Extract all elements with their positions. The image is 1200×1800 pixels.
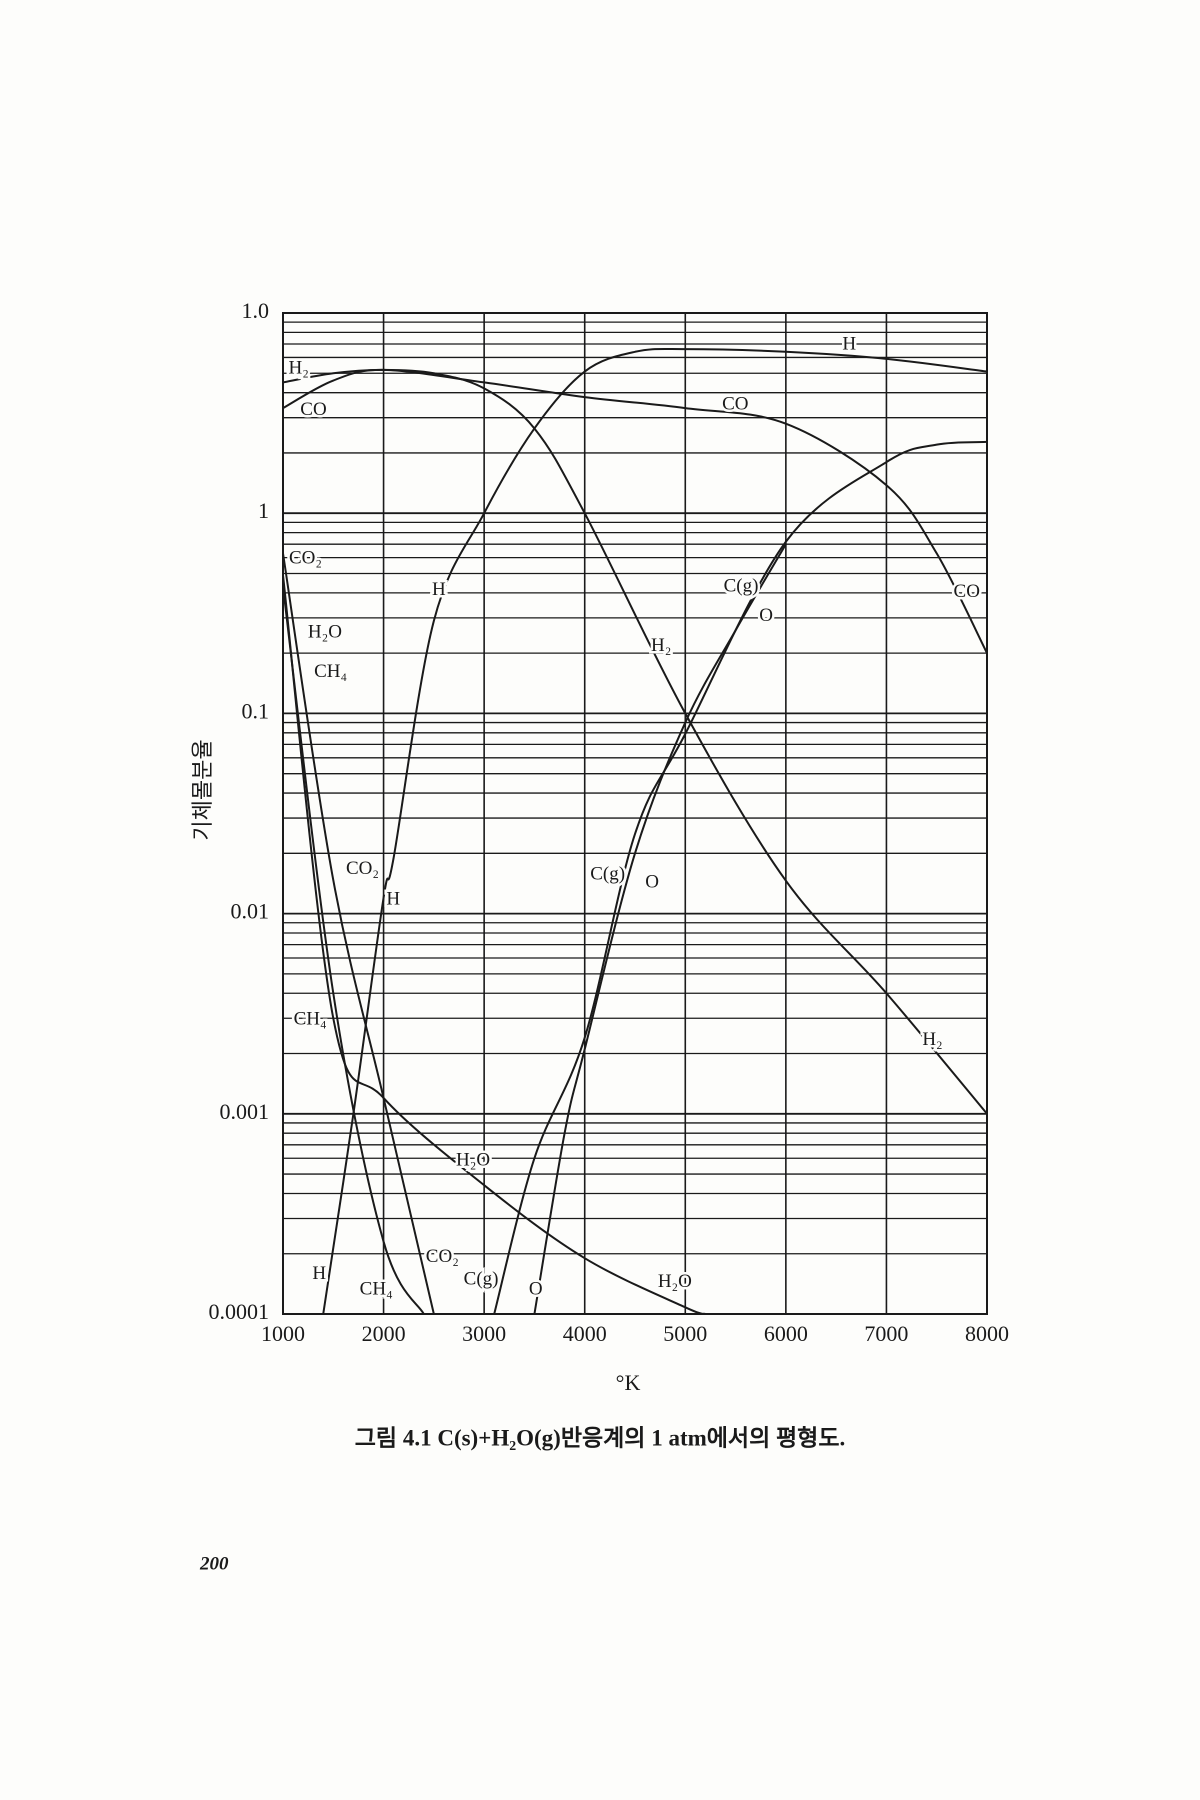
curve-label: C(g) — [724, 576, 759, 597]
curve-label: CO₂ — [346, 858, 379, 879]
curve-label: H — [386, 888, 400, 909]
x-tick-label: 8000 — [965, 1321, 1009, 1346]
curve-label: CO — [300, 399, 326, 420]
x-tick-label: 4000 — [563, 1321, 607, 1346]
curve — [322, 347, 987, 1314]
curve — [493, 440, 987, 1314]
curve-label: H₂O — [308, 622, 342, 643]
curve-label: H — [312, 1263, 326, 1284]
curve — [283, 586, 425, 1314]
curve-label: CO₂ — [426, 1246, 459, 1267]
caption: 그림 4.1 C(s)+H₂O(g)반응계의 1 atm에서의 평형도. — [355, 1425, 845, 1450]
curve — [283, 575, 706, 1314]
curve — [533, 543, 787, 1314]
x-tick-label: 2000 — [362, 1321, 406, 1346]
x-tick-label: 6000 — [764, 1321, 808, 1346]
curve-label: C(g) — [590, 864, 625, 885]
curves — [283, 347, 987, 1314]
y-tick-label: 0.001 — [220, 1099, 270, 1124]
curve-label: CH₄ — [294, 1009, 327, 1030]
x-tick-label: 3000 — [462, 1321, 506, 1346]
curve-label: C(g) — [464, 1269, 499, 1290]
x-tick-label: 7000 — [864, 1321, 908, 1346]
curve-label: CO₂ — [289, 547, 322, 568]
curve-label: H₂O — [658, 1271, 692, 1292]
y-tick-label: 0.01 — [231, 899, 270, 924]
y-tick-label: 1.0 — [242, 298, 270, 323]
curve-label: H — [842, 334, 856, 355]
curve-label: O — [529, 1279, 543, 1300]
curve-label: H — [432, 579, 446, 600]
curve-label: O — [759, 605, 773, 626]
y-tick-label: 0.1 — [242, 698, 270, 723]
curve-label: O — [645, 871, 659, 892]
page-number: 200 — [199, 1553, 229, 1574]
x-axis-label: °K — [616, 1370, 641, 1395]
curve-label: CO — [954, 581, 980, 602]
curve — [283, 368, 987, 654]
curve-label: H₂ — [922, 1029, 942, 1050]
plot-frame — [282, 312, 988, 1315]
y-tick-label: 1 — [258, 498, 269, 523]
curve — [283, 553, 435, 1314]
curve-label: H₂ — [651, 635, 671, 656]
x-tick-label: 5000 — [663, 1321, 707, 1346]
y-tick-label: 0.0001 — [209, 1299, 270, 1324]
curve-label: CO — [722, 393, 748, 414]
curve-label: CH₄ — [314, 661, 347, 682]
curve-label: H₂ — [289, 357, 309, 378]
y-axis-label: 기체몰분율 — [190, 739, 215, 840]
curve-label: H₂O — [456, 1149, 490, 1170]
x-tick-label: 1000 — [261, 1321, 305, 1346]
curve-label: CH₄ — [360, 1279, 393, 1300]
